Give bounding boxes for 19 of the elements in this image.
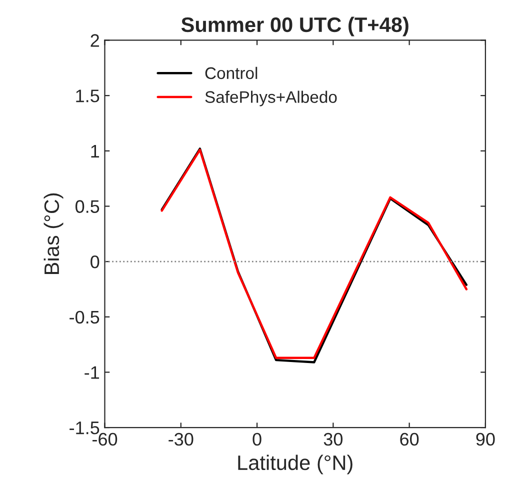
legend-label: SafePhys+Albedo (205, 90, 337, 106)
x-tick-label: 30 (324, 432, 343, 446)
legend-label: Control (205, 66, 258, 80)
x-axis-title: Latitude (°N) (238, 454, 352, 474)
y-tick-label: -1 (84, 366, 100, 379)
x-tick-label: 0 (252, 432, 262, 446)
y-axis-title: Bias (°C) (44, 193, 64, 274)
x-tick-label: -60 (92, 432, 118, 446)
y-tick-label: -1.5 (70, 422, 100, 434)
y-tick-label: 1.5 (76, 90, 100, 102)
y-tick-label: -0.5 (70, 310, 100, 324)
y-tick-label: 2 (90, 34, 99, 47)
y-tick-label: 1 (91, 145, 100, 158)
x-tick-label: 90 (476, 432, 495, 446)
chart-title: Summer 00 UTC (T+48) (181, 16, 408, 36)
x-tick-label: 60 (400, 432, 419, 446)
y-tick-label: 0 (90, 255, 100, 268)
x-tick-label: -30 (168, 432, 194, 446)
y-tick-label: 0.5 (76, 200, 100, 213)
